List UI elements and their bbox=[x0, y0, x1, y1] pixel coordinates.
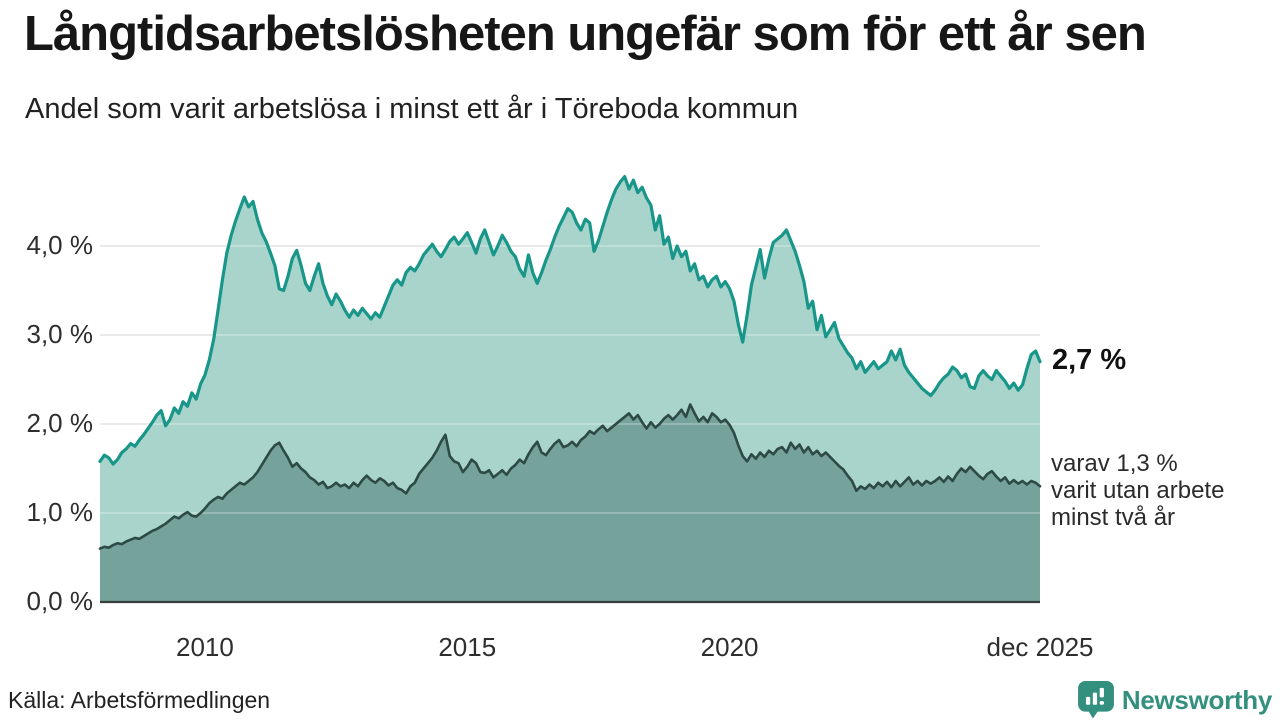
end-annotation-line: varav 1,3 % bbox=[1051, 450, 1178, 477]
x-axis-label: dec 2025 bbox=[986, 632, 1094, 662]
brand-wordmark: Newsworthy bbox=[1121, 684, 1272, 715]
y-axis-label: 0,0 % bbox=[26, 585, 94, 616]
y-axis-label: 2,0 % bbox=[26, 407, 94, 438]
y-axis: 0,0 % 1,0 % 2,0 % 3,0 % 4,0 % bbox=[0, 0, 94, 720]
chart-title: Långtidsarbetslösheten ungefär som för e… bbox=[24, 7, 1147, 61]
end-annotation: varav 1,3 % varit utan arbete minst två … bbox=[1051, 450, 1224, 531]
brand-logo: Newsworthy bbox=[1077, 680, 1272, 720]
x-axis-label: 2015 bbox=[438, 632, 497, 662]
end-annotation-line: minst två år bbox=[1051, 504, 1176, 531]
y-axis-label: 1,0 % bbox=[26, 496, 94, 527]
y-axis-label: 4,0 % bbox=[26, 229, 94, 260]
newsworthy-bubble-chart-icon bbox=[1077, 681, 1114, 719]
y-axis-label: 3,0 % bbox=[26, 318, 94, 349]
source-note: Källa: Arbetsförmedlingen bbox=[8, 687, 271, 713]
x-axis-label: 2010 bbox=[176, 632, 234, 662]
end-value-label: 2,7 % bbox=[1052, 344, 1127, 376]
end-annotation-line: varit utan arbete bbox=[1051, 477, 1225, 504]
x-axis-label: 2020 bbox=[700, 632, 759, 662]
chart-subtitle: Andel som varit arbetslösa i minst ett å… bbox=[25, 93, 799, 125]
